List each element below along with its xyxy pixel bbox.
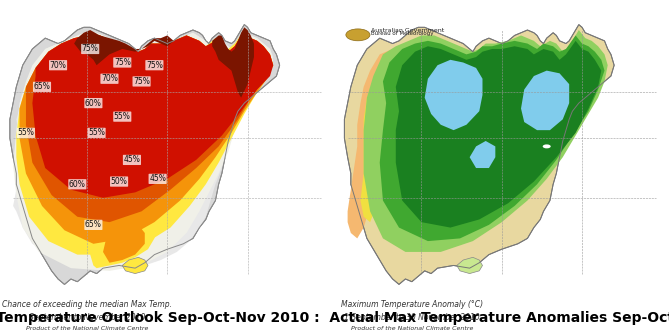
Polygon shape — [103, 222, 145, 263]
Text: Maximum Temperature Outlook Sep-Oct-Nov 2010 :  Actual Max Temperature Anomalies: Maximum Temperature Outlook Sep-Oct-Nov … — [0, 312, 669, 325]
Polygon shape — [521, 71, 569, 130]
Text: 55%: 55% — [17, 128, 34, 137]
Polygon shape — [10, 25, 280, 284]
Text: Australian Government: Australian Government — [371, 27, 444, 33]
Polygon shape — [10, 25, 280, 284]
Text: Product of the National Climate Centre: Product of the National Climate Centre — [351, 326, 473, 330]
Polygon shape — [380, 35, 605, 241]
Polygon shape — [212, 27, 254, 98]
Polygon shape — [13, 27, 273, 271]
Text: 75%: 75% — [82, 45, 98, 53]
Text: Maximum Temperature Anomaly (°C): Maximum Temperature Anomaly (°C) — [341, 300, 483, 309]
Text: 60%: 60% — [69, 180, 86, 189]
Text: Chance of exceeding the median Max Temp.: Chance of exceeding the median Max Temp. — [2, 300, 172, 309]
Text: 70%: 70% — [101, 74, 118, 83]
Text: 75%: 75% — [146, 61, 163, 70]
Text: 50%: 50% — [110, 177, 128, 186]
Polygon shape — [32, 30, 273, 198]
Text: 60%: 60% — [85, 99, 102, 108]
Text: 75%: 75% — [133, 77, 150, 86]
Polygon shape — [457, 257, 482, 274]
Polygon shape — [348, 49, 399, 238]
Polygon shape — [470, 141, 495, 168]
Polygon shape — [364, 30, 607, 252]
Text: 65%: 65% — [33, 82, 50, 91]
Polygon shape — [74, 30, 174, 65]
Polygon shape — [26, 30, 273, 222]
Polygon shape — [13, 27, 273, 268]
Text: 1 September to 30 November 2010: 1 September to 30 November 2010 — [344, 313, 480, 322]
Circle shape — [346, 29, 370, 41]
Text: 75%: 75% — [114, 58, 130, 67]
Text: 55%: 55% — [88, 128, 105, 137]
Polygon shape — [19, 30, 273, 244]
Polygon shape — [425, 60, 482, 130]
Text: Product of the National Climate Centre: Product of the National Climate Centre — [26, 326, 148, 330]
Text: Bureau of Meteorology: Bureau of Meteorology — [371, 31, 434, 36]
Polygon shape — [16, 30, 273, 255]
Circle shape — [543, 145, 551, 148]
Text: 65%: 65% — [85, 220, 102, 229]
Polygon shape — [122, 257, 148, 274]
Polygon shape — [345, 25, 614, 284]
Polygon shape — [396, 41, 601, 228]
Text: 70%: 70% — [50, 61, 66, 70]
Polygon shape — [90, 211, 158, 268]
Text: 45%: 45% — [149, 174, 166, 183]
Text: 55%: 55% — [114, 112, 130, 121]
Polygon shape — [361, 71, 386, 222]
Text: 45%: 45% — [124, 155, 140, 164]
Text: September to November 2010: September to November 2010 — [29, 313, 145, 322]
